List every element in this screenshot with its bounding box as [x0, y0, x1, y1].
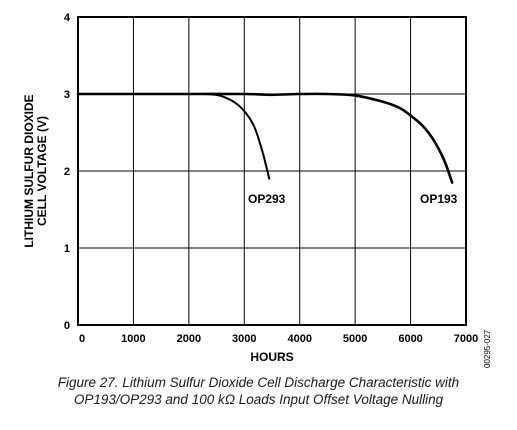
x-tick-label: 2000	[177, 333, 201, 345]
y-axis-title-line1: LITHIUM SULFUR DIOXIDE	[22, 94, 36, 247]
y-axis-title-line2: CELL VOLTAGE (V)	[35, 116, 49, 226]
tick-labels: 0 1000 2000 3000 4000 5000 6000 7000 0 1 2 3 4	[64, 12, 478, 345]
x-tick-label: 0	[79, 333, 85, 345]
x-tick-label: 1000	[121, 333, 145, 345]
y-tick-label: 1	[64, 243, 70, 255]
x-axis-title: HOURS	[250, 350, 293, 364]
figure-caption: Figure 27. Lithium Sulfur Dioxide Cell D…	[0, 374, 517, 408]
plot-frame	[77, 16, 467, 326]
y-tick-label: 4	[64, 12, 71, 24]
series-label-op293: OP293	[248, 192, 286, 206]
y-tick-label: 2	[64, 166, 70, 178]
y-tick-label: 3	[64, 89, 70, 101]
x-tick-label: 4000	[287, 333, 311, 345]
x-tick-label: 5000	[343, 333, 367, 345]
x-tick-label: 7000	[454, 333, 478, 345]
chart-grid	[78, 17, 466, 325]
x-tick-label: 6000	[398, 333, 422, 345]
discharge-chart: 0 1000 2000 3000 4000 5000 6000 7000 0 1 2 3 4 HOURS…	[22, 12, 492, 368]
y-tick-label: 0	[64, 320, 70, 332]
series-line-op193	[76, 92, 454, 184]
caption-line-2: OP193/OP293 and 100 kΩ Loads Input Offse…	[73, 392, 444, 407]
series-layer	[76, 92, 454, 184]
series-label-op193: OP193	[420, 192, 458, 206]
caption-line-1: Figure 27. Lithium Sulfur Dioxide Cell D…	[57, 375, 460, 390]
figure-code: 00295-027	[483, 329, 492, 368]
x-tick-label: 3000	[232, 333, 256, 345]
series-line-op293	[77, 92, 271, 180]
